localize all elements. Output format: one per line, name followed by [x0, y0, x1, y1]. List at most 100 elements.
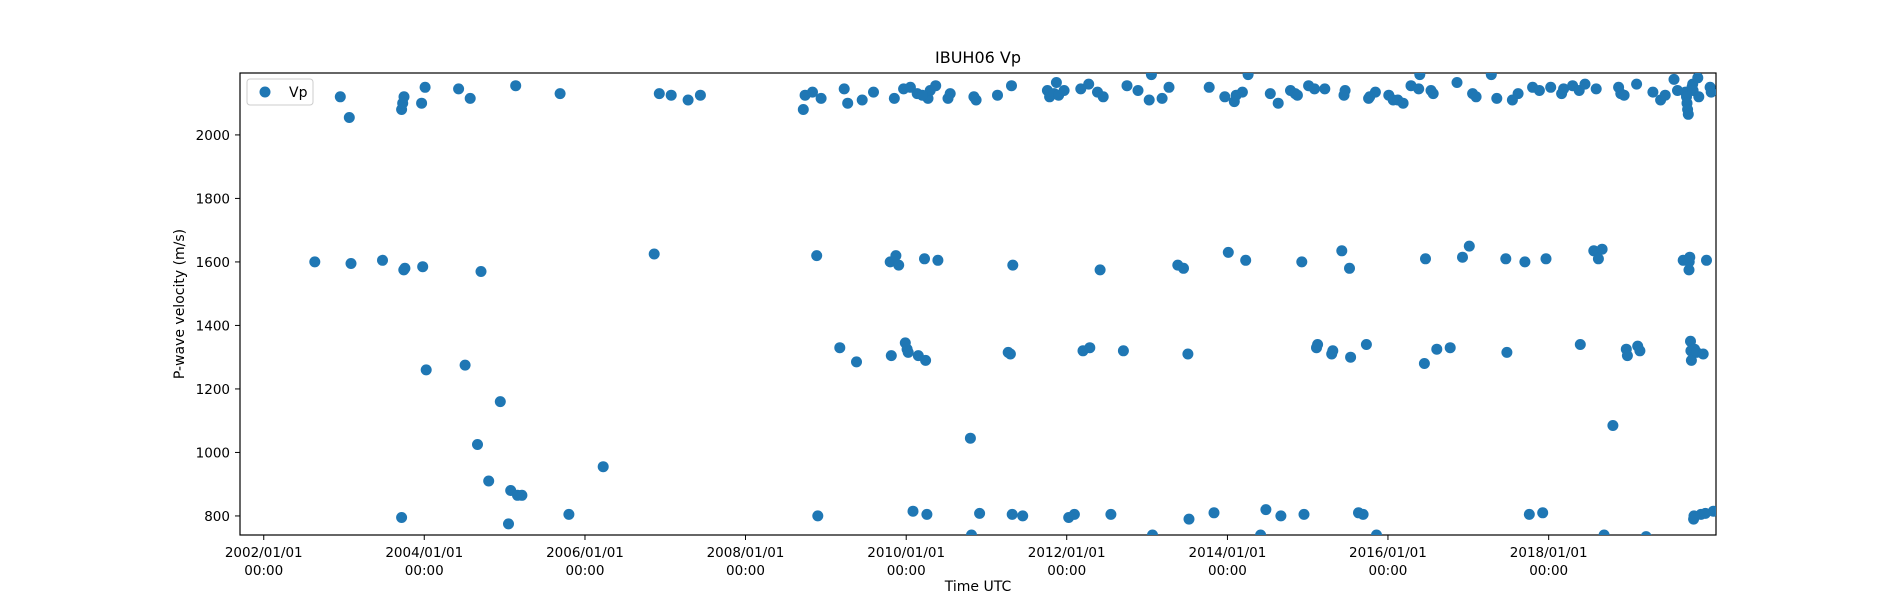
data-point: [851, 356, 862, 368]
data-point: [1298, 508, 1310, 520]
data-point: [597, 461, 609, 473]
data-point: [1397, 97, 1409, 109]
x-tick-label: 2014/01/01: [1189, 545, 1267, 561]
data-point: [459, 359, 471, 371]
data-point: [1344, 262, 1355, 274]
data-point: [1598, 529, 1610, 535]
data-point: [1574, 339, 1586, 350]
data-point: [1236, 86, 1248, 98]
data-point: [1579, 78, 1591, 90]
data-point: [1007, 259, 1019, 271]
data-point: [1621, 350, 1633, 362]
data-point: [815, 92, 827, 104]
data-point: [345, 258, 357, 269]
data-point: [453, 83, 465, 95]
data-point: [907, 505, 919, 517]
data-point: [1647, 86, 1659, 98]
data-point: [554, 88, 566, 100]
data-point: [1097, 91, 1109, 103]
data-point: [1558, 83, 1570, 95]
x-tick-label: 2018/01/01: [1510, 545, 1588, 561]
data-point: [1156, 92, 1168, 104]
y-tick-label: 800: [204, 509, 230, 525]
x-tick-label-time: 00:00: [244, 563, 283, 579]
data-point: [932, 254, 944, 266]
data-point: [974, 507, 986, 519]
data-point: [1618, 89, 1630, 101]
chart-title: IBUH06 Vp: [935, 48, 1021, 67]
data-point: [1275, 510, 1287, 522]
data-point: [1512, 88, 1524, 100]
data-point: [398, 91, 410, 103]
data-point: [309, 256, 321, 268]
x-tick-label: 2008/01/01: [707, 545, 785, 561]
data-point: [1182, 348, 1194, 360]
data-point: [464, 92, 476, 104]
data-point: [1017, 510, 1029, 522]
x-tick-label-time: 00:00: [1208, 563, 1247, 579]
data-point: [1457, 251, 1468, 263]
data-point: [1094, 264, 1106, 276]
data-point: [890, 250, 902, 262]
x-tick-label-time: 00:00: [1047, 563, 1086, 579]
data-point: [902, 346, 914, 358]
data-point: [944, 88, 956, 100]
data-point: [904, 81, 916, 93]
data-point: [1319, 83, 1331, 95]
data-point: [1640, 531, 1652, 535]
data-point: [1222, 246, 1234, 258]
data-point: [1296, 256, 1308, 268]
data-point: [1588, 245, 1600, 257]
data-point: [334, 91, 346, 103]
data-point: [1705, 86, 1716, 98]
data-point: [930, 80, 942, 92]
data-point: [1084, 342, 1096, 354]
data-point: [1004, 348, 1016, 360]
data-point: [1418, 358, 1430, 369]
data-point: [343, 112, 355, 123]
data-point: [868, 86, 879, 98]
data-point: [1420, 253, 1431, 265]
data-point: [856, 94, 868, 106]
data-point: [1470, 91, 1482, 103]
legend: Vp: [246, 78, 314, 106]
x-tick-label: 2002/01/01: [225, 545, 303, 561]
data-point: [1105, 508, 1117, 520]
data-point: [1693, 91, 1705, 103]
data-point: [1132, 85, 1144, 96]
y-tick-label: 1400: [196, 318, 230, 334]
y-tick-label: 1200: [196, 382, 230, 398]
x-tick-label-time: 00:00: [566, 563, 605, 579]
data-point: [419, 81, 431, 93]
legend-label: Vp: [289, 85, 308, 101]
data-point: [1240, 254, 1252, 266]
x-tick-label: 2004/01/01: [385, 545, 463, 561]
data-point: [885, 350, 897, 362]
data-point: [1431, 343, 1443, 355]
data-point: [682, 94, 694, 106]
data-points: [309, 73, 1716, 535]
data-point: [1068, 508, 1080, 520]
data-point: [888, 92, 900, 104]
data-point: [812, 510, 824, 522]
x-tick-label: 2012/01/01: [1028, 545, 1106, 561]
x-tick-label-time: 00:00: [726, 563, 765, 579]
x-tick-label-time: 00:00: [1368, 563, 1407, 579]
data-point: [1339, 85, 1351, 96]
data-point: [399, 262, 411, 274]
data-point: [1444, 342, 1456, 354]
data-point: [1631, 78, 1643, 90]
data-point: [1336, 245, 1348, 257]
data-point: [916, 89, 928, 101]
data-point: [1312, 339, 1324, 350]
data-point: [1596, 243, 1608, 255]
data-point: [1682, 108, 1694, 120]
data-point: [1697, 348, 1709, 360]
data-point: [1701, 254, 1712, 266]
data-point: [1203, 81, 1215, 93]
y-tick-label: 1600: [196, 255, 230, 271]
data-point: [1121, 80, 1133, 92]
data-point: [1260, 504, 1272, 516]
data-point: [1659, 89, 1671, 101]
